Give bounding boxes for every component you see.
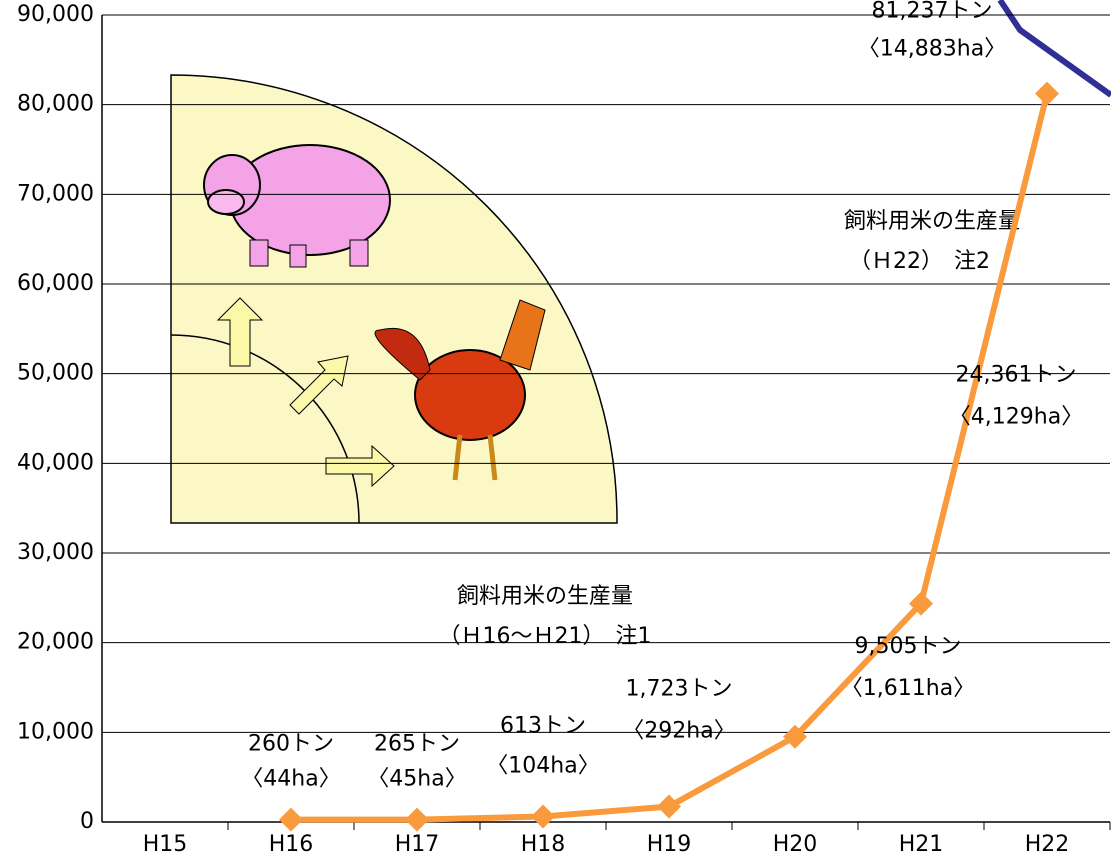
y-tick-label: 60,000 <box>17 271 94 296</box>
marker <box>783 724 807 749</box>
marker <box>1035 81 1059 106</box>
y-tick-label: 30,000 <box>17 540 94 565</box>
value-label: 9,505トン <box>855 634 962 659</box>
marker <box>657 794 681 819</box>
area-label: 〈44ha〉 <box>241 767 340 792</box>
annotation: 飼料用米の生産量 <box>457 584 633 609</box>
marker <box>531 804 555 829</box>
annotation: 飼料用米の生産量 <box>844 209 1020 234</box>
value-label: 1,723トン <box>626 677 733 702</box>
area-label: 〈14,883ha〉 <box>858 37 1006 62</box>
x-tick-label: H22 <box>1025 832 1070 857</box>
marker <box>279 807 303 832</box>
x-tick-label: H18 <box>521 832 566 857</box>
value-label: 260トン <box>248 732 334 757</box>
y-tick-label: 0 <box>80 809 94 834</box>
x-tick-label: H19 <box>647 832 692 857</box>
area-label: 〈292ha〉 <box>622 719 735 744</box>
marker <box>909 591 933 616</box>
area-label: 〈4,129ha〉 <box>949 405 1083 430</box>
y-tick-label: 10,000 <box>17 719 94 744</box>
value-label: 81,237トン <box>872 0 993 24</box>
value-label: 24,361トン <box>956 363 1077 388</box>
marker <box>405 807 429 832</box>
x-tick-label: H17 <box>395 832 440 857</box>
x-tick-label: H20 <box>773 832 818 857</box>
value-label: 265トン <box>374 732 460 757</box>
y-tick-label: 50,000 <box>17 361 94 386</box>
area-label: 〈1,611ha〉 <box>841 676 975 701</box>
area-label: 〈104ha〉 <box>486 754 599 779</box>
value-label: 613トン <box>500 714 586 739</box>
x-tick-label: H21 <box>899 832 944 857</box>
annotation: （Ｈ22） 注2 <box>849 249 990 274</box>
annotation: （Ｈ16～Ｈ21） 注1 <box>439 624 652 649</box>
y-tick-label: 80,000 <box>17 92 94 117</box>
y-tick-label: 20,000 <box>17 630 94 655</box>
y-tick-label: 90,000 <box>17 2 94 27</box>
y-tick-label: 70,000 <box>17 181 94 206</box>
area-label: 〈45ha〉 <box>367 767 466 792</box>
illustration <box>170 0 1111 524</box>
y-tick-label: 40,000 <box>17 450 94 475</box>
x-tick-label: H15 <box>143 832 188 857</box>
x-tick-label: H16 <box>269 832 314 857</box>
